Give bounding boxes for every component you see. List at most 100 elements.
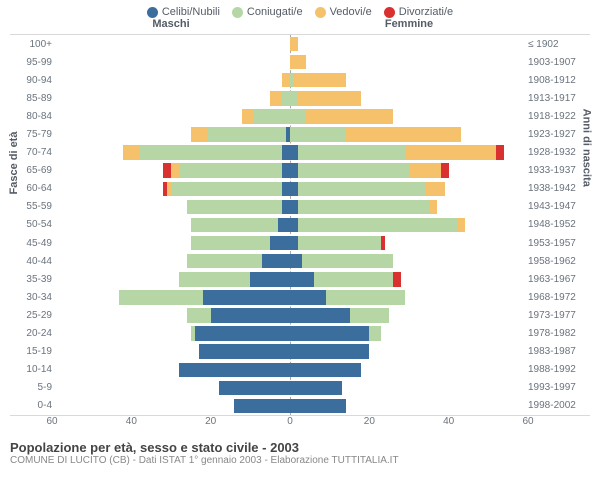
age-label: 15-19: [10, 346, 56, 357]
population-pyramid: Fasce di età Anni di nascita Maschi Femm…: [10, 18, 590, 434]
bar-male: [56, 344, 290, 358]
bar-segment: [290, 182, 298, 196]
age-row: 70-741928-1932: [10, 144, 590, 162]
x-tick: 0: [287, 416, 293, 427]
bar-segment: [298, 145, 405, 159]
bar-segment: [290, 326, 369, 340]
header-male: Maschi: [52, 18, 290, 34]
bar-segment: [381, 236, 385, 250]
bar-female: [290, 145, 524, 159]
legend-label: Vedovi/e: [330, 6, 372, 18]
bar-segment: [350, 308, 390, 322]
bar-female: [290, 73, 524, 87]
bar-segment: [290, 37, 298, 51]
birth-label: 1903-1907: [524, 57, 590, 68]
bar-segment: [290, 218, 298, 232]
bar-segment: [298, 182, 425, 196]
age-label: 25-29: [10, 310, 56, 321]
bar-segment: [262, 254, 290, 268]
legend-item: Divorziati/e: [384, 6, 453, 18]
bar-segment: [191, 127, 207, 141]
age-row: 65-691933-1937: [10, 162, 590, 180]
age-label: 30-34: [10, 292, 56, 303]
bar-segment: [171, 182, 282, 196]
bar-male: [56, 326, 290, 340]
bar-segment: [191, 218, 278, 232]
bar-male: [56, 236, 290, 250]
bar-segment: [314, 272, 393, 286]
bar-segment: [282, 91, 290, 105]
legend-label: Celibi/Nubili: [162, 6, 220, 18]
age-row: 60-641938-1942: [10, 180, 590, 198]
bar-segment: [290, 363, 361, 377]
birth-label: 1953-1957: [524, 238, 590, 249]
age-row: 50-541948-1952: [10, 216, 590, 234]
age-label: 20-24: [10, 328, 56, 339]
birth-label: 1983-1987: [524, 346, 590, 357]
bar-segment: [298, 200, 429, 214]
x-tick: 60: [46, 416, 57, 427]
bar-segment: [219, 381, 290, 395]
bar-segment: [187, 308, 211, 322]
bar-segment: [278, 218, 290, 232]
legend-label: Coniugati/e: [247, 6, 303, 18]
bar-segment: [496, 145, 504, 159]
age-row: 95-991903-1907: [10, 53, 590, 71]
bar-segment: [405, 145, 496, 159]
bar-segment: [306, 109, 393, 123]
legend-dot: [147, 7, 158, 18]
bar-male: [56, 163, 290, 177]
bar-segment: [290, 381, 342, 395]
bar-male: [56, 200, 290, 214]
bar-male: [56, 91, 290, 105]
legend-dot: [384, 7, 395, 18]
bar-segment: [139, 145, 282, 159]
x-tick: 40: [126, 416, 137, 427]
bar-segment: [242, 109, 254, 123]
bar-segment: [250, 272, 290, 286]
bar-male: [56, 182, 290, 196]
bar-segment: [282, 145, 290, 159]
legend: Celibi/Nubili Coniugati/e Vedovi/e Divorzia…: [0, 0, 600, 18]
x-tick: 20: [205, 416, 216, 427]
age-row: 55-591943-1947: [10, 198, 590, 216]
birth-label: 1968-1972: [524, 292, 590, 303]
bar-female: [290, 381, 524, 395]
bar-segment: [270, 236, 290, 250]
header-female: Femmine: [290, 18, 528, 34]
bar-male: [56, 37, 290, 51]
x-tick: 20: [364, 416, 375, 427]
bar-segment: [302, 254, 393, 268]
legend-dot: [232, 7, 243, 18]
bar-segment: [346, 127, 461, 141]
bar-male: [56, 399, 290, 413]
bar-male: [56, 218, 290, 232]
bar-segment: [290, 91, 298, 105]
bar-male: [56, 272, 290, 286]
birth-label: 1993-1997: [524, 382, 590, 393]
bar-segment: [282, 163, 290, 177]
age-label: 10-14: [10, 364, 56, 375]
bar-segment: [203, 290, 290, 304]
bar-male: [56, 145, 290, 159]
bar-segment: [409, 163, 441, 177]
age-label: 5-9: [10, 382, 56, 393]
age-label: 65-69: [10, 165, 56, 176]
birth-label: 1963-1967: [524, 274, 590, 285]
bar-segment: [290, 163, 298, 177]
bar-segment: [119, 290, 202, 304]
bar-segment: [290, 200, 298, 214]
age-row: 30-34 1968-1972: [10, 288, 590, 306]
birth-label: 1923-1927: [524, 129, 590, 140]
bar-segment: [211, 308, 290, 322]
bar-male: [56, 308, 290, 322]
bar-female: [290, 37, 524, 51]
age-label: 55-59: [10, 201, 56, 212]
bar-female: [290, 254, 524, 268]
bar-male: [56, 381, 290, 395]
bar-female: [290, 344, 524, 358]
birth-label: 1928-1932: [524, 147, 590, 158]
bar-male: [56, 290, 290, 304]
bar-female: [290, 272, 524, 286]
bar-segment: [179, 163, 282, 177]
